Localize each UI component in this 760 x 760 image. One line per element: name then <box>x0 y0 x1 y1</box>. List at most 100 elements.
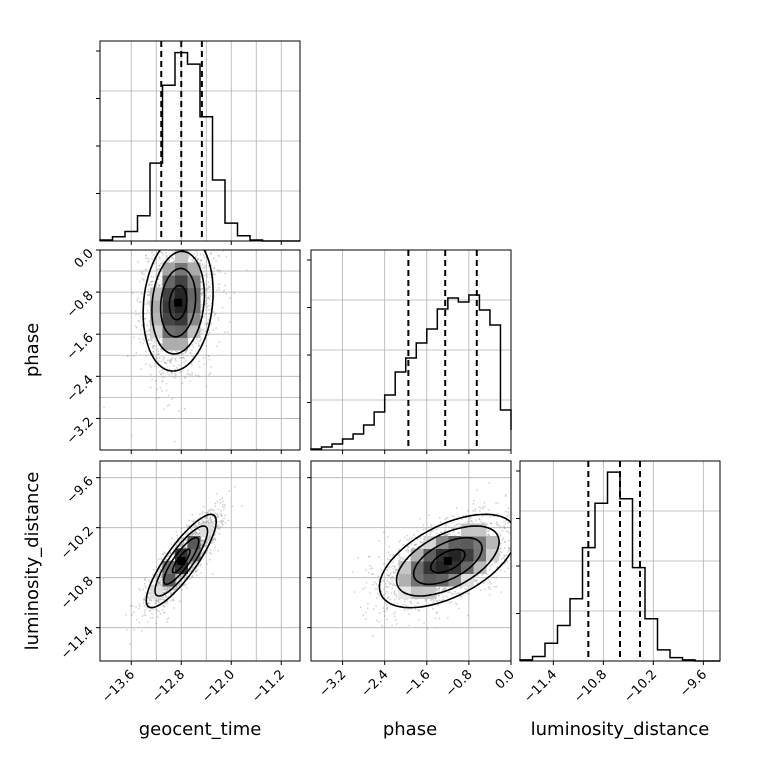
density-cell <box>162 275 176 288</box>
sample-point <box>145 591 147 594</box>
sample-point <box>451 526 454 529</box>
sample-point <box>194 524 197 526</box>
sample-point <box>441 585 444 588</box>
sample-point <box>206 306 209 308</box>
sample-point <box>182 536 185 539</box>
sample-point <box>218 271 221 273</box>
sample-point <box>375 605 377 607</box>
sample-point <box>439 600 442 602</box>
sample-point <box>488 482 491 484</box>
sample-point <box>176 544 178 547</box>
sample-point <box>203 535 206 538</box>
sample-point <box>157 570 159 573</box>
sample-point <box>386 579 389 582</box>
sample-point <box>162 596 165 598</box>
sample-point <box>231 505 234 508</box>
sample-point <box>218 526 221 529</box>
sample-point <box>219 269 222 272</box>
sample-point <box>219 513 222 515</box>
sample-point <box>446 533 448 536</box>
sample-point <box>183 583 185 585</box>
sample-point <box>213 257 215 260</box>
sample-point <box>200 547 202 549</box>
sample-point <box>207 323 209 325</box>
density-cell <box>187 287 201 301</box>
sample-point <box>200 321 203 324</box>
sample-point <box>195 570 197 573</box>
sample-point <box>149 342 151 345</box>
sample-point <box>143 279 145 281</box>
sample-point <box>180 353 183 355</box>
sample-point <box>165 382 168 385</box>
sample-point <box>504 510 507 513</box>
sample-point <box>206 273 208 276</box>
sample-point <box>143 318 146 320</box>
sample-point <box>175 585 178 588</box>
sample-point <box>170 592 172 595</box>
sample-point <box>187 525 190 528</box>
sample-point <box>149 354 152 356</box>
sample-point <box>141 272 143 275</box>
sample-point <box>182 538 184 540</box>
sample-point <box>155 601 157 603</box>
panel-frame <box>310 249 512 451</box>
sample-point <box>159 264 161 267</box>
sample-point <box>155 397 157 400</box>
sample-point <box>196 574 198 577</box>
sample-point <box>454 525 457 527</box>
sample-point <box>135 326 138 329</box>
sample-point <box>199 305 202 308</box>
sample-point <box>147 596 150 599</box>
sample-point <box>213 520 216 522</box>
sample-point <box>195 570 198 572</box>
sample-point <box>476 582 479 584</box>
sample-point <box>209 516 212 519</box>
sample-point <box>201 539 203 542</box>
sample-point <box>200 293 203 295</box>
sample-point <box>159 599 161 601</box>
sample-point <box>197 522 200 525</box>
sample-point <box>459 592 461 595</box>
scatter-layer <box>103 250 248 443</box>
sample-point <box>175 544 178 546</box>
sample-point <box>160 576 163 578</box>
sample-point <box>446 534 448 537</box>
sample-point <box>223 289 226 292</box>
sample-point <box>376 593 379 595</box>
sample-point <box>445 534 447 537</box>
sample-point <box>153 599 155 601</box>
sample-point <box>196 525 198 528</box>
sample-point <box>206 517 209 519</box>
sample-point <box>509 547 511 550</box>
sample-point <box>393 557 396 559</box>
sample-point <box>509 548 511 551</box>
sample-point <box>212 273 215 276</box>
sample-point <box>176 534 179 537</box>
sample-point <box>387 565 389 568</box>
sample-point <box>187 255 190 258</box>
sample-point <box>165 560 167 562</box>
sample-point <box>190 570 192 573</box>
sample-point <box>181 545 184 547</box>
sample-point <box>200 338 202 341</box>
sample-point <box>444 591 446 593</box>
sample-point <box>204 521 206 524</box>
density-cell <box>150 300 163 313</box>
sample-point <box>224 521 227 524</box>
sample-point <box>403 598 406 600</box>
sample-point <box>199 315 202 317</box>
sample-point <box>209 286 212 288</box>
sample-point <box>196 254 199 257</box>
sample-point <box>195 567 197 570</box>
sample-point <box>206 517 208 519</box>
sample-point <box>179 357 181 359</box>
panel-frame <box>99 40 301 242</box>
sample-point <box>148 605 150 607</box>
sample-point <box>205 541 208 543</box>
sample-point <box>200 544 202 546</box>
sample-point <box>185 351 187 353</box>
sample-point <box>214 533 216 536</box>
sample-point <box>170 358 173 360</box>
sample-point <box>202 357 205 359</box>
panel-frame <box>99 460 301 662</box>
